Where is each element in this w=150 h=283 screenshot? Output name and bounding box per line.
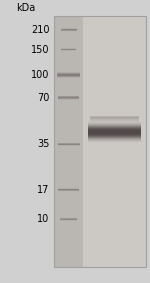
Bar [88, 126, 141, 127]
Bar [90, 118, 139, 119]
Bar [61, 48, 76, 49]
Bar [88, 128, 141, 130]
Bar [58, 99, 79, 100]
Bar [88, 134, 141, 135]
Bar [88, 136, 141, 137]
Bar [61, 51, 76, 52]
Bar [90, 120, 139, 121]
Text: 10: 10 [37, 214, 50, 224]
Bar [88, 132, 141, 133]
Bar [88, 132, 141, 133]
Bar [54, 16, 146, 267]
Bar [58, 144, 80, 145]
Bar [61, 30, 77, 31]
Bar [58, 98, 79, 99]
Bar [88, 140, 141, 141]
Bar [90, 117, 139, 118]
Bar [88, 132, 141, 134]
Bar [88, 126, 141, 127]
Bar [88, 135, 141, 136]
Bar [88, 130, 141, 131]
Bar [88, 136, 141, 137]
Bar [88, 129, 141, 130]
Text: 70: 70 [37, 93, 50, 103]
Bar [88, 131, 141, 132]
Bar [90, 121, 139, 122]
Text: 100: 100 [31, 70, 50, 80]
Bar [88, 125, 141, 126]
Bar [61, 28, 77, 29]
Bar [88, 141, 141, 142]
Bar [88, 134, 141, 135]
Bar [58, 190, 79, 191]
Bar [58, 188, 79, 189]
Text: 150: 150 [31, 44, 50, 55]
Bar [58, 142, 80, 143]
Bar [88, 139, 141, 140]
Bar [58, 191, 79, 192]
Bar [90, 119, 139, 120]
Bar [88, 141, 141, 142]
Bar [88, 128, 141, 129]
Bar [61, 49, 76, 50]
Bar [88, 122, 141, 123]
Bar [58, 187, 79, 188]
Bar [88, 131, 141, 132]
Text: kDa: kDa [16, 3, 35, 14]
Bar [57, 71, 80, 72]
Bar [90, 121, 139, 122]
Bar [90, 119, 139, 121]
Bar [61, 50, 76, 51]
Bar [60, 220, 77, 221]
Bar [88, 125, 141, 126]
Bar [58, 95, 79, 96]
Bar [88, 133, 141, 134]
Text: 210: 210 [31, 25, 50, 35]
Bar [58, 145, 80, 146]
Bar [61, 29, 77, 30]
Text: 17: 17 [37, 185, 50, 195]
Bar [88, 138, 141, 139]
Bar [58, 97, 79, 98]
Bar [58, 146, 80, 147]
Bar [88, 139, 141, 140]
Bar [57, 74, 80, 76]
Bar [88, 140, 141, 141]
Bar [58, 96, 79, 97]
Bar [88, 134, 141, 136]
Bar [57, 76, 80, 78]
Bar [88, 124, 141, 125]
Bar [58, 143, 80, 144]
Bar [61, 27, 77, 28]
Bar [88, 123, 141, 124]
Bar [88, 123, 141, 124]
Bar [88, 128, 141, 129]
Bar [88, 137, 141, 138]
Bar [88, 130, 141, 131]
Bar [90, 116, 139, 117]
Bar [54, 16, 146, 267]
Bar [60, 218, 77, 219]
Bar [57, 72, 80, 74]
Bar [88, 127, 141, 128]
Bar [61, 31, 77, 32]
Bar [60, 219, 77, 220]
Bar [58, 189, 79, 190]
Bar [88, 127, 141, 128]
Bar [83, 16, 146, 267]
Bar [90, 118, 139, 119]
Bar [54, 16, 83, 267]
Bar [88, 138, 141, 139]
Bar [88, 124, 141, 125]
Bar [90, 117, 139, 118]
Bar [88, 122, 141, 123]
Bar [60, 217, 77, 218]
Text: 35: 35 [37, 139, 50, 149]
Bar [88, 136, 141, 138]
